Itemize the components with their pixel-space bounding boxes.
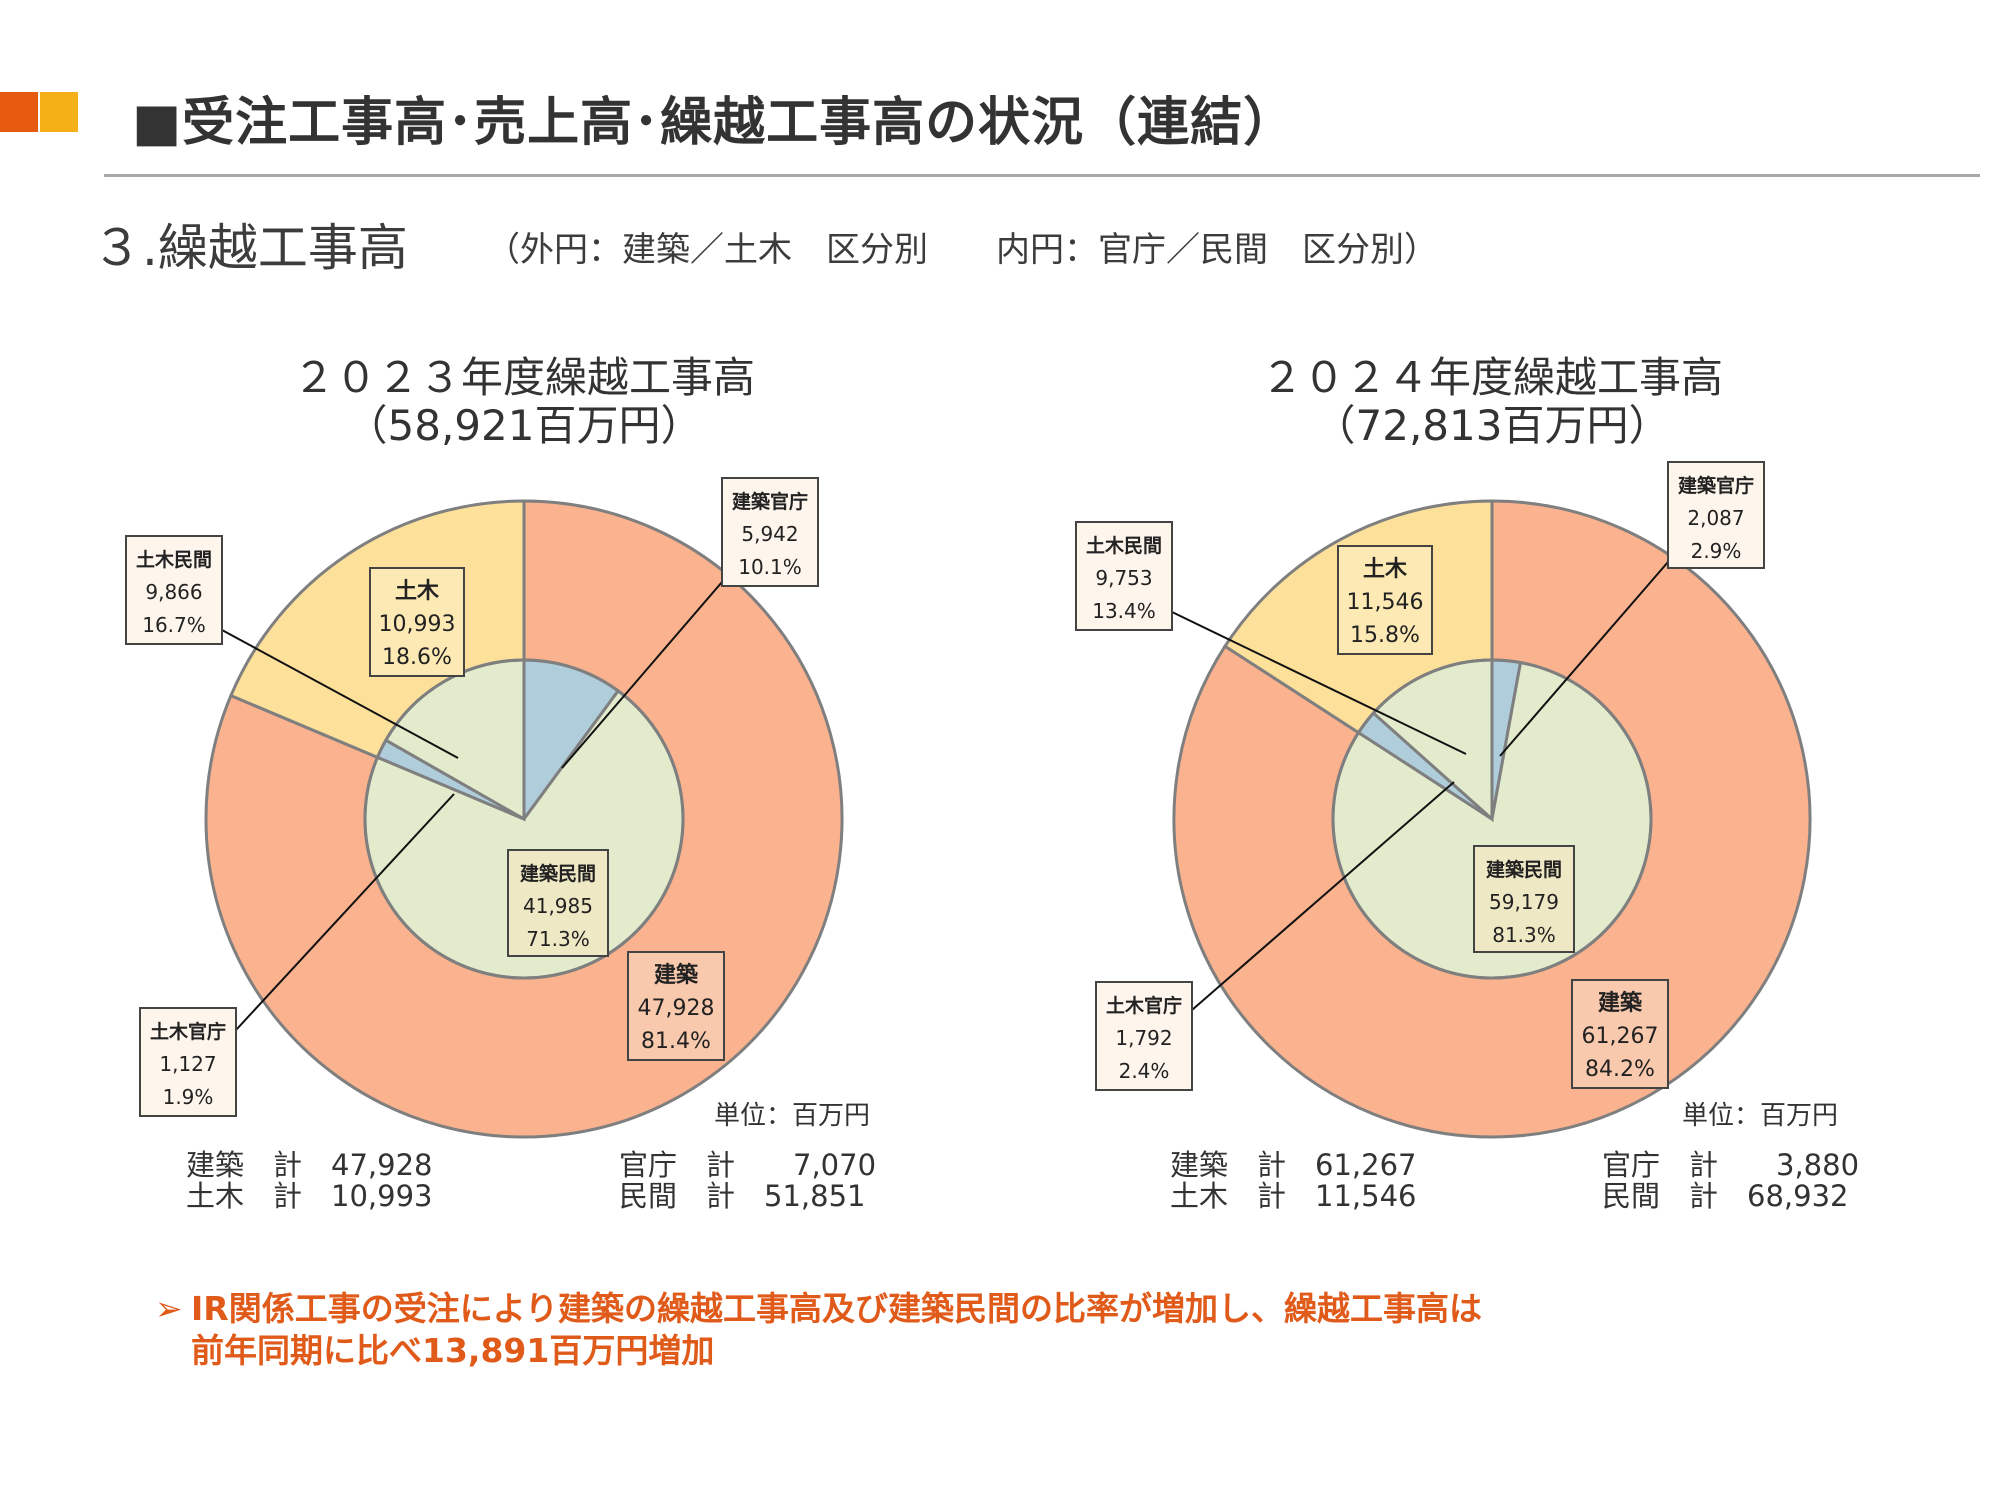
leader-line-建築官庁 [1499, 561, 1669, 757]
inner-ring-outline [1331, 658, 1653, 980]
callout-value: 11,546 [1347, 590, 1424, 615]
callout-name: 建築官庁 [732, 490, 808, 513]
callout-percent: 81.3% [1492, 923, 1556, 947]
summary-note: ➢ IR関係工事の受注により建築の繰越工事高及び建築民間の比率が増加し、繰越工事高… [155, 1288, 1482, 1372]
callout-name: 土木官庁 [150, 1020, 226, 1043]
callout-value: 61,267 [1582, 1024, 1659, 1049]
donut-chart-svg: 建築官庁 2,087 2.9% 土木民間 9,753 13.4% 土木官庁 1,792 2.4%… [1075, 461, 1812, 1139]
chart-subtitle: （72,813百万円） [1313, 401, 1671, 450]
callout-percent: 81.4% [641, 1029, 711, 1054]
chart-2023: ２０２３年度繰越工事高 （58,921百万円） 建築官庁 5,942 10.1% 土木… [74, 350, 974, 1230]
callout-name: 土木 [1363, 557, 1408, 582]
callout-土木官庁: 土木官庁 1,127 1.9% [139, 1007, 237, 1117]
callout-name: 建築官庁 [1678, 474, 1754, 497]
callout-value: 5,942 [741, 522, 798, 546]
callout-value: 59,179 [1489, 890, 1559, 914]
callout-box [507, 849, 609, 957]
chart-title: ２０２３年度繰越工事高 [292, 353, 755, 402]
chart-2024: ２０２４年度繰越工事高 （72,813百万円） 建築官庁 2,087 2.9% 土木民… [1042, 350, 1942, 1230]
callout-value: 9,753 [1095, 566, 1152, 590]
section-title: ３.繰越工事高 [92, 219, 408, 277]
total-kenchiku: 建築 計 47,928 [186, 1148, 433, 1182]
total-doboku: 土木 計 10,993 [186, 1179, 433, 1213]
callout-percent: 18.6% [382, 645, 452, 670]
callout-percent: 2.4% [1119, 1059, 1170, 1083]
total-minkan: 民間 計 51,851 [619, 1179, 866, 1213]
callout-percent: 2.9% [1691, 539, 1742, 563]
callout-name: 建築 [1598, 990, 1643, 1016]
callout-name: 建築民間 [1486, 858, 1562, 881]
leader-line-土木官庁 [1191, 781, 1455, 1011]
donut-chart-svg: 建築官庁 5,942 10.1% 土木民間 9,866 16.7% 土木官庁 1,127 1.9… [125, 477, 844, 1139]
callout-name: 土木民間 [136, 548, 212, 571]
callout-percent: 1.9% [163, 1085, 214, 1109]
callout-percent: 10.1% [738, 555, 802, 579]
callout-percent: 13.4% [1092, 599, 1156, 623]
callout-box [1473, 845, 1575, 953]
callout-建築: 建築 61,267 84.2% [1571, 979, 1669, 1089]
total-minkan: 民間 計 68,932 [1602, 1179, 1849, 1213]
callout-box [1571, 979, 1669, 1089]
callout-value: 10,993 [379, 612, 456, 637]
callout-box [139, 1007, 237, 1117]
chart-subtitle: （58,921百万円） [345, 401, 703, 450]
leader-line-土木民間 [1171, 611, 1467, 755]
callout-建築民間: 建築民間 41,985 71.3% [507, 849, 609, 957]
title-divider [104, 174, 1980, 177]
callout-box [1075, 521, 1173, 631]
header-accent-yellow [40, 92, 78, 132]
leader-line-建築官庁 [561, 581, 723, 769]
callout-name: 建築 [654, 962, 699, 988]
callout-value: 9,866 [145, 580, 202, 604]
callout-name: 建築民間 [520, 862, 596, 885]
callout-percent: 16.7% [142, 613, 206, 637]
callout-土木民間: 土木民間 9,866 16.7% [125, 535, 223, 645]
callout-土木官庁: 土木官庁 1,792 2.4% [1095, 981, 1193, 1091]
callout-value: 2,087 [1687, 506, 1744, 530]
callout-box [627, 951, 725, 1061]
unit-label: 単位：百万円 [1682, 1101, 1839, 1131]
note-line-2: 前年同期に比べ13,891百万円増加 [191, 1331, 715, 1370]
callout-name: 土木 [395, 579, 440, 604]
bullet-arrow-icon: ➢ [155, 1289, 183, 1328]
callout-土木: 土木 11,546 15.8% [1337, 545, 1433, 655]
total-doboku: 土木 計 11,546 [1170, 1179, 1417, 1213]
chart-title: ２０２４年度繰越工事高 [1260, 353, 1723, 402]
callout-建築民間: 建築民間 59,179 81.3% [1473, 845, 1575, 953]
unit-label: 単位：百万円 [714, 1101, 871, 1131]
callout-percent: 71.3% [526, 927, 590, 951]
callout-box [721, 477, 819, 587]
header-accent-orange [0, 92, 38, 132]
note-line-1: IR関係工事の受注により建築の繰越工事高及び建築民間の比率が増加し、繰越工事高は [191, 1289, 1483, 1328]
total-kenchiku: 建築 計 61,267 [1170, 1148, 1417, 1182]
total-kancho: 官庁 計 3,880 [1602, 1148, 1860, 1182]
callout-value: 41,985 [523, 894, 593, 918]
callout-name: 土木民間 [1086, 534, 1162, 557]
page-title: ■受注工事高･売上高･繰越工事高の状況（連結） [132, 93, 1297, 153]
callout-percent: 84.2% [1585, 1057, 1655, 1082]
callout-土木民間: 土木民間 9,753 13.4% [1075, 521, 1173, 631]
callout-box [1337, 545, 1433, 655]
callout-name: 土木官庁 [1106, 994, 1182, 1017]
callout-土木: 土木 10,993 18.6% [369, 567, 465, 677]
total-kancho: 官庁 計 7,070 [619, 1148, 877, 1182]
callout-box [1095, 981, 1193, 1091]
callout-value: 1,127 [159, 1052, 216, 1076]
callout-建築官庁: 建築官庁 5,942 10.1% [721, 477, 819, 587]
callout-建築: 建築 47,928 81.4% [627, 951, 725, 1061]
inner-ring-outline [363, 658, 685, 980]
leader-line-土木官庁 [235, 793, 455, 1031]
callout-value: 1,792 [1115, 1026, 1172, 1050]
callout-建築官庁: 建築官庁 2,087 2.9% [1667, 461, 1765, 569]
leader-line-土木民間 [221, 629, 459, 759]
callout-value: 47,928 [638, 996, 715, 1021]
callout-box [125, 535, 223, 645]
callout-box [1667, 461, 1765, 569]
callout-box [369, 567, 465, 677]
section-subtitle: （外円：建築／土木 区分別 内円：官庁／民間 区分別） [486, 230, 1438, 270]
callout-percent: 15.8% [1350, 623, 1420, 648]
